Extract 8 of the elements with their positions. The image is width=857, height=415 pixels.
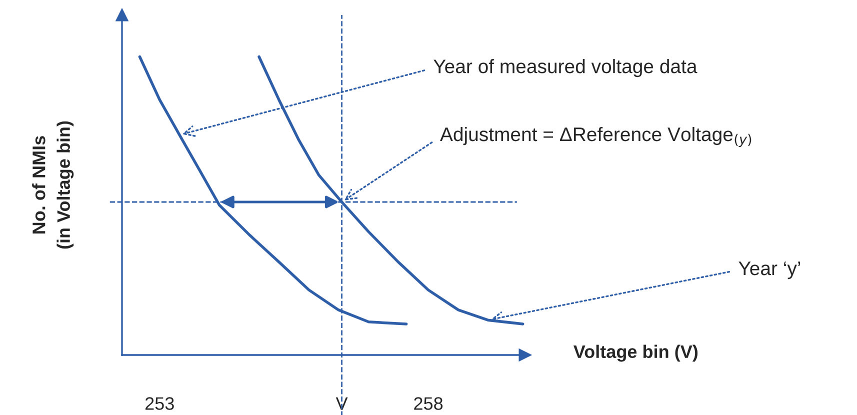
x-axis-title: Voltage bin (V) [573,344,698,362]
annotation: Year ‘y’ [738,262,800,280]
x-tick-label: 258 [414,397,443,410]
y-axis-title: No. of NMIs (in Voltage bin) [32,121,74,249]
annotation: Year of measured voltage data [434,58,698,78]
x-tick-label: 253 [145,397,174,410]
x-tick-label: V [336,397,348,410]
annotation: Adjustment = ΔReference Voltage$_{(y)}$ [440,126,752,148]
